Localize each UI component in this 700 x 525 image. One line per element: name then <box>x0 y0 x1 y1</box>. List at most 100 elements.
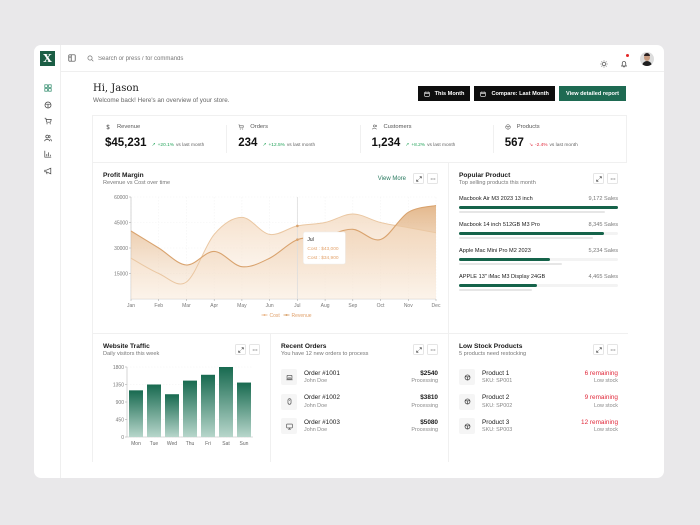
package-icon <box>464 423 470 429</box>
more-options-button[interactable] <box>427 344 438 355</box>
product-sku: SKU: SP002 <box>482 402 513 409</box>
expand-icon <box>415 175 422 182</box>
traffic-bar[interactable] <box>183 380 197 437</box>
sales-progress-bar <box>459 232 618 235</box>
stat-delta: +20.1% <box>157 143 175 148</box>
traffic-bar[interactable] <box>147 384 161 438</box>
view-more-link[interactable]: View More <box>377 175 406 182</box>
card-subtitle: Revenue vs Cost over time <box>103 180 171 186</box>
stat-value: 1,234 <box>371 137 401 149</box>
monitor-icon <box>285 423 293 429</box>
stat-suffix: vs last month <box>549 143 578 148</box>
list-item[interactable]: Macbook 14 inch 512GB M3 Pro 8,345 Sales <box>459 222 618 239</box>
order-row[interactable]: Order #1003 John Doe $5080 Processing <box>281 414 438 438</box>
sidebar-item-products[interactable] <box>34 97 61 114</box>
order-customer: John Doe <box>304 402 328 409</box>
card-title: Low Stock Products <box>459 343 523 350</box>
expand-button[interactable] <box>235 344 246 355</box>
traffic-bar[interactable] <box>129 390 143 437</box>
list-item[interactable]: APPLE 13" iMac M3 Display 24GB 4,465 Sale… <box>459 274 618 291</box>
sidebar-item-marketing[interactable] <box>34 163 61 180</box>
more-options-button[interactable] <box>607 173 618 184</box>
trend-up-icon: ↗ <box>151 143 156 148</box>
order-status: Processing <box>411 378 438 385</box>
order-amount: $5080 <box>420 418 438 426</box>
package-icon <box>505 124 511 130</box>
theme-toggle-button[interactable] <box>600 55 608 68</box>
svg-text:Tue: Tue <box>150 441 159 447</box>
list-item[interactable]: Apple Mac Mini Pro M2 2023 5,234 Sales <box>459 248 618 265</box>
traffic-bar[interactable] <box>201 374 215 437</box>
order-row[interactable]: Order #1001 John Doe $2540 Processing <box>281 365 438 389</box>
sidebar-item-dashboard[interactable] <box>34 80 61 97</box>
bell-icon <box>620 60 628 67</box>
greeting: Hi, Jason Welcome back! Here's an overvi… <box>93 83 230 104</box>
card-subtitle: Daily visitors this week <box>103 351 160 357</box>
stats-row: Revenue $45,231 ↗ +20.1% vs last month Ord… <box>93 116 626 163</box>
stat-value: 234 <box>238 137 258 149</box>
product-sales: 5,234 Sales <box>588 248 618 254</box>
order-amount: $2540 <box>420 369 438 377</box>
stock-remaining: 6 remaining <box>584 369 618 377</box>
user-avatar[interactable] <box>640 51 654 66</box>
logo[interactable]: X <box>40 51 55 66</box>
expand-button[interactable] <box>413 173 424 184</box>
package-icon <box>464 398 470 405</box>
stock-row[interactable]: Product 1 SKU: SP001 6 remaining Low stock <box>459 365 618 389</box>
product-sales: 9,172 Sales <box>588 196 618 202</box>
expand-button[interactable] <box>413 344 424 355</box>
stock-status: Low stock <box>594 427 618 434</box>
svg-text:Sep: Sep <box>348 303 357 309</box>
svg-text:45000: 45000 <box>114 220 128 226</box>
list-item[interactable]: Macbook Air M3 2023 13 inch 9,172 Sales <box>459 196 618 213</box>
order-id: Order #1002 <box>304 394 340 402</box>
more-options-button[interactable] <box>427 173 438 184</box>
more-options-button[interactable] <box>249 344 260 355</box>
traffic-bar[interactable] <box>165 394 179 437</box>
stat-delta: +12.5% <box>268 143 285 148</box>
notifications-button[interactable] <box>620 53 629 67</box>
sidebar-item-orders[interactable] <box>34 113 61 130</box>
sidebar-toggle-icon[interactable] <box>68 54 76 62</box>
order-id: Order #1003 <box>304 418 340 426</box>
package-icon <box>464 374 470 380</box>
traffic-bar[interactable] <box>219 367 233 437</box>
dashboard-grid: Revenue $45,231 ↗ +20.1% vs last month Ord… <box>92 115 628 462</box>
stat-label: Products <box>516 124 540 130</box>
recent-orders-card: Recent Orders You have 12 new orders to … <box>271 334 449 462</box>
website-traffic-chart[interactable]: 0 450 900 1350 1800 Mon Tue Wed Thu Fri Sat Sun <box>93 362 271 462</box>
view-report-button[interactable]: View detailed report <box>558 86 626 101</box>
search-input[interactable] <box>98 55 298 62</box>
this-month-button[interactable]: This Month <box>417 86 471 101</box>
sidebar-item-customers[interactable] <box>34 130 61 147</box>
sidebar-item-analytics[interactable] <box>34 146 61 163</box>
card-subtitle: You have 12 new orders to process <box>281 351 369 357</box>
order-status: Processing <box>411 402 438 409</box>
order-row[interactable]: Order #1002 John Doe $3810 Processing <box>281 390 438 414</box>
page-title: Hi, Jason <box>93 83 139 94</box>
svg-text:Cost : $34,900: Cost : $34,900 <box>307 255 339 261</box>
compare-button[interactable]: Compare: Last Month <box>474 86 555 101</box>
product-name: Macbook Air M3 2023 13 inch <box>459 196 533 202</box>
product-name: Apple Mac Mini Pro M2 2023 <box>459 248 531 254</box>
trend-up-icon: ↗ <box>405 143 410 148</box>
popular-product-card: Popular Product Top selling products thi… <box>449 163 628 334</box>
svg-text:Nov: Nov <box>404 303 413 309</box>
chart-tooltip: Jul Cost : $43,000 Cost : $34,900 <box>303 231 346 265</box>
stock-row[interactable]: Product 3 SKU: SP003 12 remaining Low stoc… <box>459 414 618 438</box>
previous-progress-bar <box>459 289 533 291</box>
stock-row[interactable]: Product 2 SKU: SP002 9 remaining Low stock <box>459 390 618 414</box>
expand-button[interactable] <box>593 173 604 184</box>
card-subtitle: 5 products need restocking <box>459 351 527 357</box>
low-stock-card: Low Stock Products 5 products need resto… <box>449 334 628 462</box>
expand-button[interactable] <box>593 344 604 355</box>
more-horizontal-icon <box>430 349 435 350</box>
users-icon <box>43 134 52 142</box>
more-options-button[interactable] <box>607 344 618 355</box>
chart-legend: Cost Revenue <box>261 313 312 319</box>
package-icon <box>44 101 51 109</box>
profit-margin-chart[interactable]: 15000 30000 45000 60000 Jan Feb Mar Apr May Jun Ju… <box>93 191 449 331</box>
svg-text:Revenue: Revenue <box>292 313 312 319</box>
card-title: Profit Margin <box>103 172 144 179</box>
traffic-bar[interactable] <box>237 382 251 437</box>
